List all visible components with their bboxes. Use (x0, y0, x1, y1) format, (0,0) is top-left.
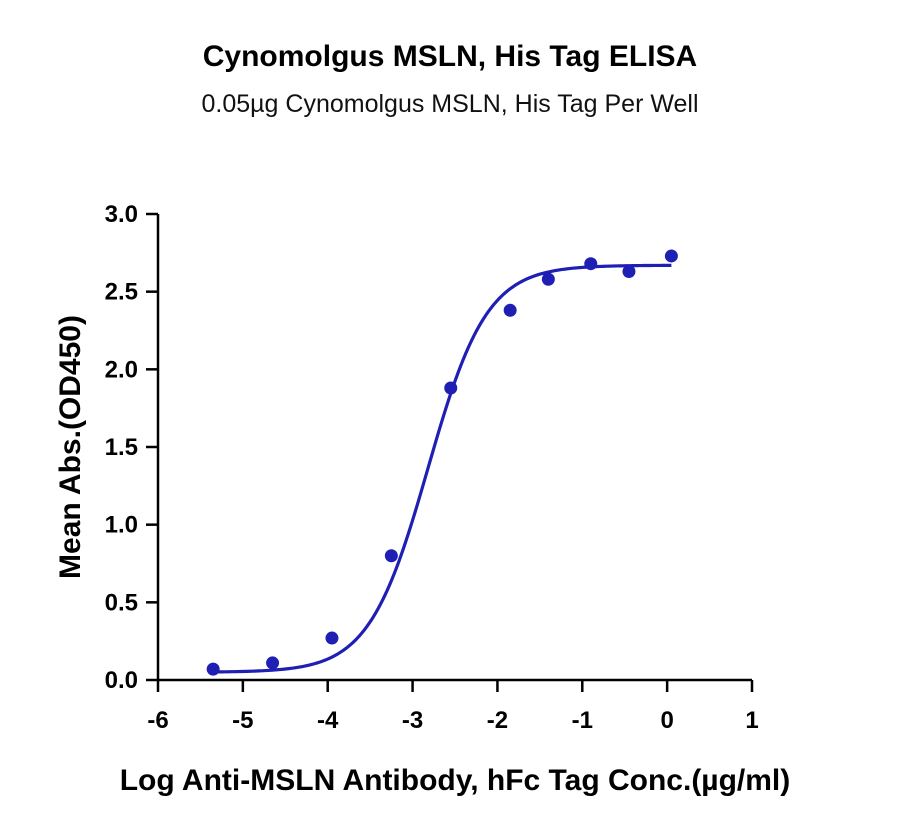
x-tick-label: -3 (402, 707, 423, 734)
data-point (206, 662, 220, 676)
x-tick-label: 1 (745, 707, 758, 734)
y-tick-label: 1.5 (105, 434, 138, 461)
y-axis-label: Mean Abs.(OD450) (54, 315, 87, 579)
chart-title: Cynomolgus MSLN, His Tag ELISA (202, 40, 698, 73)
x-tick-label: 0 (660, 707, 673, 734)
data-point (541, 272, 555, 286)
axes (146, 212, 754, 692)
x-tick-label: -2 (487, 707, 508, 734)
x-tick-label: -6 (147, 707, 168, 734)
x-tick-label: -1 (572, 707, 593, 734)
y-tick-label: 2.5 (105, 279, 138, 306)
data-point (664, 249, 678, 263)
tick-labels: 0.0 0.5 1.0 1.5 2.0 2.5 3.0 -6 -5 -4 -3 -2 -1 0 1 (105, 201, 759, 734)
data-points (206, 249, 678, 676)
data-point (503, 303, 517, 317)
data-point (584, 257, 598, 271)
data-point (444, 381, 458, 395)
data-point (266, 656, 280, 670)
x-axis-label: Log Anti-MSLN Antibody, hFc Tag Conc.(µg… (120, 764, 791, 797)
data-point (384, 549, 398, 563)
data-point (622, 264, 636, 278)
y-tick-label: 0.5 (105, 589, 138, 616)
fit-curve (213, 263, 672, 674)
x-tick-label: -4 (317, 707, 339, 734)
y-tick-label: 1.0 (105, 512, 138, 539)
data-point (325, 631, 339, 645)
y-tick-label: 0.0 (105, 667, 138, 694)
y-tick-label: 2.0 (105, 356, 138, 383)
chart-subtitle: 0.05µg Cynomolgus MSLN, His Tag Per Well (201, 90, 699, 118)
x-tick-label: -5 (232, 707, 253, 734)
y-tick-label: 3.0 (105, 201, 138, 228)
